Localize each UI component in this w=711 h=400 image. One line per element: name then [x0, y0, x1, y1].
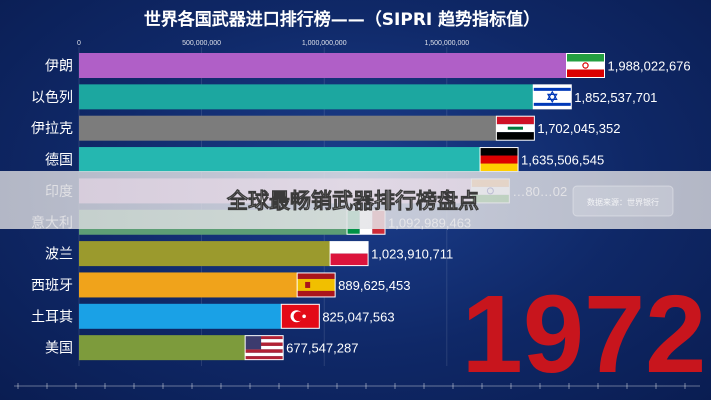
category-label: 以色列 — [31, 89, 73, 106]
x-tick-label: 0 — [77, 40, 81, 47]
value-label: 1,635,506,545 — [521, 153, 604, 168]
bar-row: 土耳其 825,047,563 — [31, 303, 395, 329]
flag-iran-icon — [566, 53, 605, 78]
source-label: 数据来源：世界银行 — [587, 197, 659, 207]
bar-row: 伊朗 1,988,022,676 — [45, 53, 691, 78]
flag-germany-icon — [479, 147, 519, 173]
bar — [79, 147, 481, 173]
category-label: 西班牙 — [31, 278, 73, 294]
flag-spain-icon — [296, 272, 336, 298]
flag-turkey-icon — [280, 303, 320, 329]
category-label: 德国 — [45, 153, 73, 169]
flag-poland-icon — [329, 241, 369, 267]
bar-row: 伊拉克 1,702,045,352 — [31, 115, 621, 141]
x-tick-label: 1,000,000,000 — [302, 40, 347, 47]
bar-row: 西班牙 889,625,453 — [31, 272, 410, 298]
chart-title: 世界各国武器进口排行榜——（SIPRI 趋势指标值） — [144, 9, 540, 30]
source-badge — [572, 185, 674, 217]
bar — [79, 53, 567, 78]
bar-row: 以色列 1,852,537,701 — [31, 84, 657, 110]
value-label: 1,023,910,711 — [371, 247, 453, 262]
flag-usa-icon — [244, 335, 284, 361]
overlay-banner: 全球最畅销武器排行榜盘点 数据来源：世界银行 — [0, 171, 711, 229]
overlay-headline: 全球最畅销武器排行榜盘点 — [226, 189, 479, 213]
x-tick-label: 1,500,000,000 — [424, 40, 469, 47]
year-label: 1972 — [462, 273, 707, 396]
flag-israel-icon — [532, 84, 572, 110]
overlay-band — [0, 171, 711, 229]
value-label: 889,625,453 — [338, 278, 410, 293]
flag-iraq-icon — [495, 115, 535, 141]
category-label: 伊朗 — [45, 59, 73, 75]
value-label: 825,047,563 — [322, 309, 394, 324]
category-label: 土耳其 — [31, 309, 73, 325]
bar-row: 美国 677,547,287 — [45, 335, 358, 361]
category-label: 波兰 — [45, 247, 73, 263]
bar — [79, 84, 534, 110]
bar — [79, 115, 497, 141]
value-label: 1,988,022,676 — [608, 59, 691, 74]
value-label: 677,547,287 — [286, 341, 358, 356]
bar-row: 德国 1,635,506,545 — [45, 147, 604, 173]
value-label: 1,702,045,352 — [537, 121, 620, 136]
bar — [79, 335, 246, 361]
category-label: 美国 — [45, 341, 73, 357]
timeline-strip — [14, 383, 700, 389]
category-label: 伊拉克 — [31, 121, 73, 137]
bar-row: 波兰 1,023,910,711 — [45, 241, 453, 267]
x-tick-label: 500,000,000 — [182, 40, 221, 47]
bar — [79, 272, 298, 298]
bar — [79, 241, 331, 267]
value-label: 1,852,537,701 — [574, 90, 657, 105]
bar — [79, 303, 282, 329]
